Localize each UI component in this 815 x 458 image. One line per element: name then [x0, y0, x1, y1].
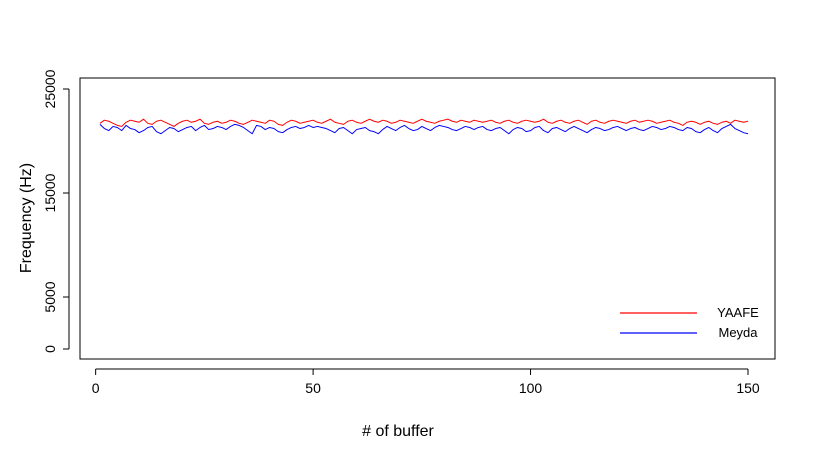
legend-label-yaafe: YAAFE — [717, 305, 759, 320]
y-tick-label: 0 — [42, 345, 58, 353]
legend: YAAFE Meyda — [620, 305, 759, 340]
x-tick-label: 0 — [92, 380, 100, 396]
series-layer — [99, 118, 749, 135]
x-axis: 0 50 100 150 — [92, 368, 760, 396]
series-line-yaafe — [99, 118, 749, 127]
y-axis-title: Frequency (Hz) — [18, 163, 35, 273]
y-tick-label: 25000 — [42, 69, 58, 108]
series-line-meyda — [99, 123, 749, 135]
y-axis: 0 5000 15000 25000 — [42, 69, 70, 353]
y-tick-label: 5000 — [42, 281, 58, 312]
x-tick-label: 150 — [736, 380, 760, 396]
plot-box — [79, 77, 776, 360]
x-axis-title: # of buffer — [362, 423, 434, 440]
x-tick-label: 50 — [305, 380, 321, 396]
x-tick-label: 100 — [519, 380, 543, 396]
y-tick-label: 15000 — [42, 173, 58, 212]
legend-label-meyda: Meyda — [718, 325, 758, 340]
